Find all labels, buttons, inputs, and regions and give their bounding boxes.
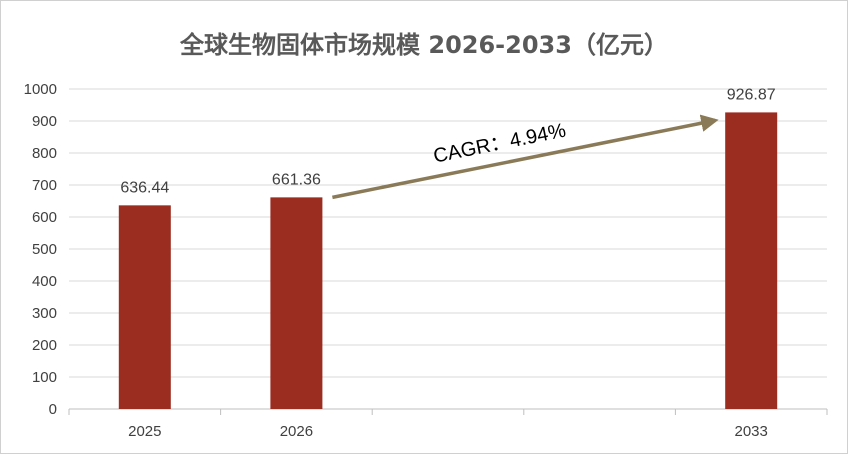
cagr-arrow <box>332 114 719 200</box>
y-tick-label: 600 <box>32 209 57 226</box>
x-tick-label: 2026 <box>280 423 313 440</box>
y-tick-label: 800 <box>32 145 57 162</box>
y-tick-label: 400 <box>32 273 57 290</box>
y-tick-label: 0 <box>49 401 57 418</box>
y-tick-label: 100 <box>32 369 57 386</box>
x-tick-label: 2025 <box>128 423 161 440</box>
y-tick-label: 300 <box>32 305 57 322</box>
gridlines <box>69 88 827 378</box>
y-tick-label: 700 <box>32 177 57 194</box>
cagr-annotation: CAGR：4.94% <box>332 114 719 200</box>
bar-2026 <box>270 197 323 409</box>
data-label-2026: 661.36 <box>272 171 321 188</box>
y-tick-label: 200 <box>32 337 57 354</box>
chart-title: 全球生物固体市场规模 2026-2033（亿元） <box>179 31 668 59</box>
y-tick-label: 1000 <box>24 81 57 98</box>
bar-2033 <box>725 112 778 409</box>
data-labels: 636.44 661.36 926.87 <box>120 86 775 196</box>
bars <box>118 112 778 409</box>
x-tick-label: 2033 <box>735 423 768 440</box>
bar-2025 <box>118 205 171 409</box>
y-tick-label: 500 <box>32 241 57 258</box>
cagr-label: CAGR：4.94% <box>432 120 568 168</box>
data-label-2033: 926.87 <box>727 86 776 103</box>
y-tick-label: 900 <box>32 113 57 130</box>
data-label-2025: 636.44 <box>120 179 169 196</box>
axes: 0 100 200 300 400 500 600 700 800 900 1000 2025 2026… <box>24 81 828 440</box>
